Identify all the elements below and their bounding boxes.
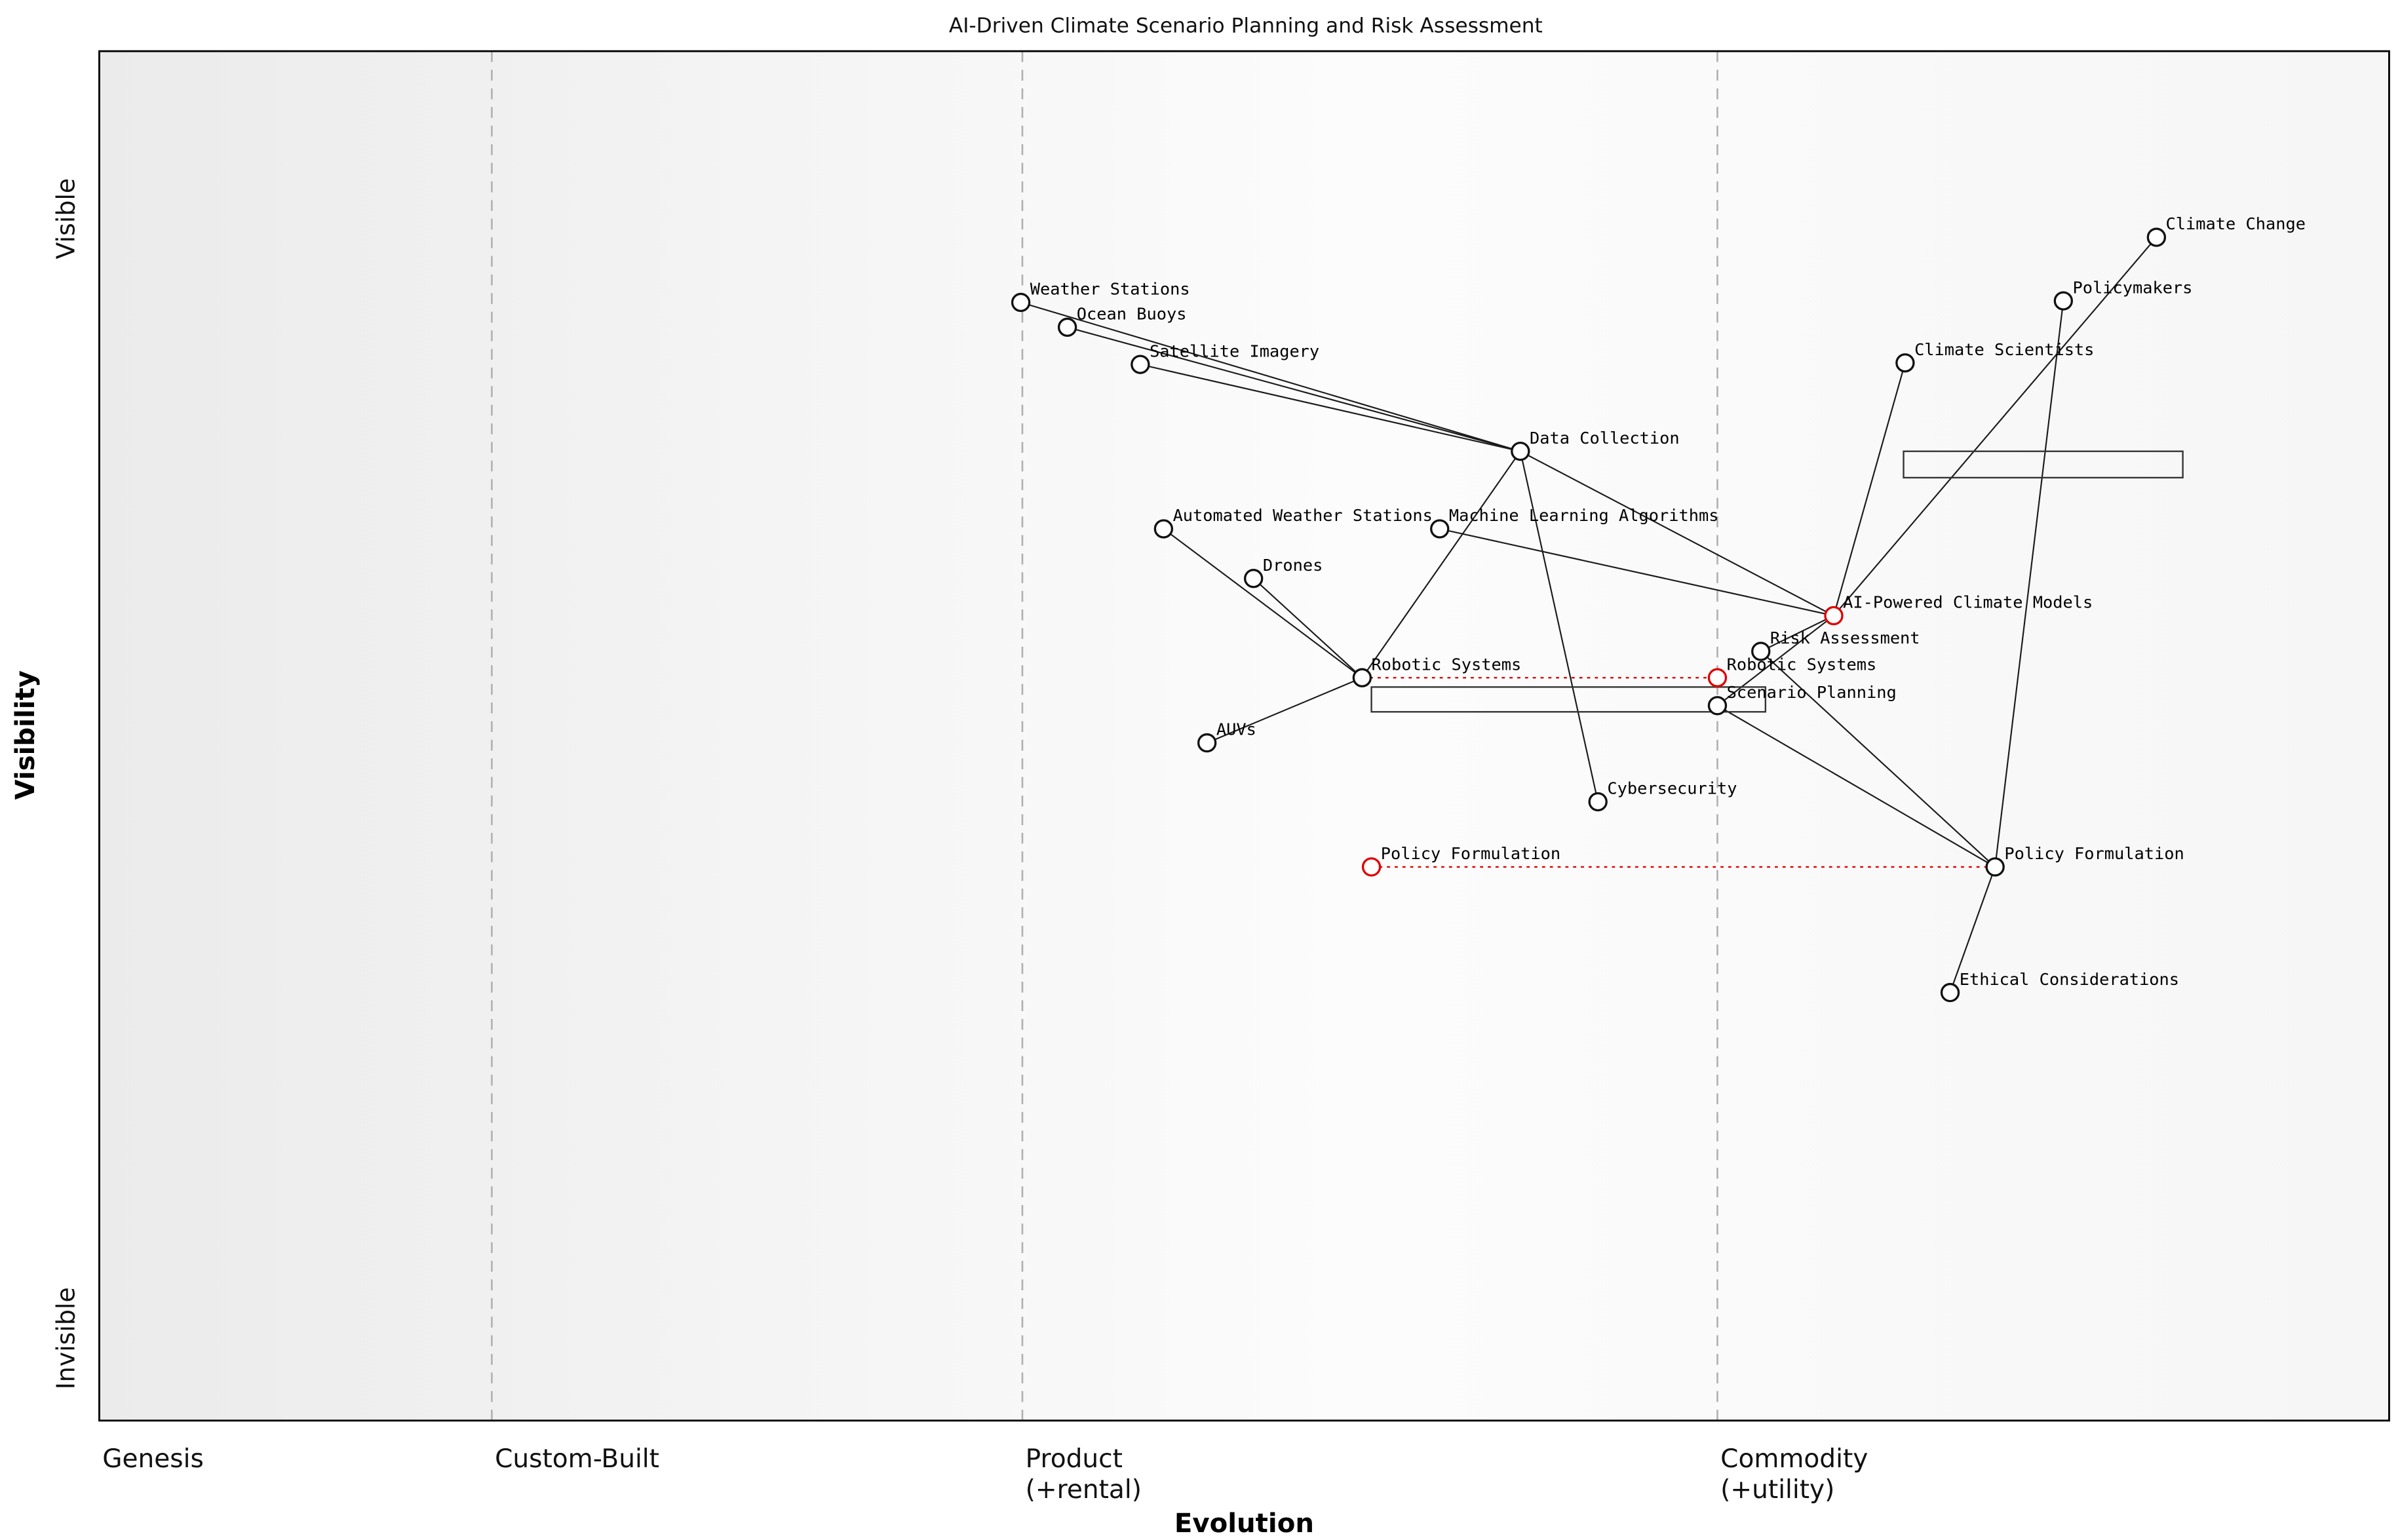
map-node-label-ethical-considerations: Ethical Considerations: [1960, 969, 2179, 989]
ytick-visible: Visible: [52, 178, 81, 260]
pipeline-box-0: [1903, 450, 2184, 479]
map-node-label-cybersecurity: Cybersecurity: [1607, 779, 1737, 798]
map-node-ethical-considerations: [1940, 982, 1960, 1003]
map-node-policymakers: [2053, 291, 2074, 311]
dependency-edge-data-collection--cybersecurity: [1519, 451, 1599, 802]
xtick-product: Product: [1026, 1444, 1123, 1474]
dependency-edge-ai-powered-climate-models--risk-assessment: [1760, 615, 1834, 652]
map-node-ai-powered-climate-models: [1824, 606, 1844, 626]
map-node-label-data-collection: Data Collection: [1530, 428, 1680, 448]
chart-title: AI-Driven Climate Scenario Planning and …: [949, 14, 1543, 38]
pipeline-box-1: [1370, 686, 1767, 713]
dependency-edge-climate-scientists--ai-powered-climate-models: [1832, 362, 1906, 616]
map-node-label-robotic-systems-evolved: Robotic Systems: [1727, 654, 1877, 674]
map-node-ocean-buoys: [1057, 317, 1077, 337]
dependency-edge-data-collection--ai-powered-climate-models: [1520, 450, 1834, 617]
dependency-edge-drones--robotic-systems: [1252, 577, 1363, 678]
xtick-genesis: Genesis: [102, 1444, 204, 1474]
map-node-robotic-systems-evolved: [1707, 668, 1728, 687]
map-node-label-policy-formulation-origin: Policy Formulation: [1381, 843, 1560, 863]
dependency-edge-satellite-imagery--data-collection: [1140, 364, 1521, 452]
map-node-robotic-systems: [1352, 668, 1372, 687]
map-node-climate-change: [2146, 227, 2167, 247]
map-node-label-ocean-buoys: Ocean Buoys: [1077, 304, 1187, 324]
node-labels-layer: Weather Stations Ocean Buoys Satellite Ima…: [1030, 214, 2306, 989]
dependency-edge-auvs--robotic-systems: [1207, 677, 1363, 744]
map-node-scenario-planning: [1707, 696, 1728, 716]
dependency-edge-ai-powered-climate-models--scenario-planning: [1716, 615, 1834, 706]
dependency-edge-robotic-systems--data-collection: [1361, 451, 1521, 678]
map-node-label-machine-learning-algorithms: Machine Learning Algorithms: [1449, 505, 1719, 525]
dependency-edge-policymakers--policy-formulation: [1994, 300, 2064, 868]
map-node-automated-weather-stations: [1153, 519, 1174, 539]
map-node-risk-assessment: [1751, 642, 1771, 661]
map-node-satellite-imagery: [1131, 355, 1150, 374]
gridlines-layer: [491, 51, 1718, 1421]
map-node-label-weather-stations: Weather Stations: [1030, 279, 1190, 299]
dependency-edge-weather-stations--data-collection: [1020, 301, 1521, 452]
dependency-edge-risk-assessment--policy-formulation: [1760, 651, 1996, 868]
x-axis-title: Evolution: [1174, 1509, 1314, 1539]
plot-border: [98, 50, 2390, 1422]
dependency-edge-scenario-planning--policy-formulation: [1716, 704, 1996, 868]
map-node-policy-formulation: [1985, 857, 2005, 877]
map-node-label-climate-scientists: Climate Scientists: [1914, 339, 2094, 359]
map-node-weather-stations: [1011, 292, 1031, 313]
map-node-label-climate-change: Climate Change: [2166, 214, 2306, 233]
map-node-label-policy-formulation: Policy Formulation: [2004, 843, 2184, 863]
xtick-commodity: Commodity: [1720, 1444, 1868, 1474]
map-node-label-drones: Drones: [1263, 555, 1323, 575]
xtick-product-sub: (+rental): [1026, 1475, 1142, 1505]
map-nodes-layer: [1011, 227, 2167, 1003]
dependency-edge-automated-weather-stations--robotic-systems: [1163, 528, 1363, 679]
map-node-climate-scientists: [1895, 353, 1915, 373]
xtick-commodity-sub: (+utility): [1720, 1475, 1834, 1505]
map-node-data-collection: [1511, 441, 1530, 461]
map-node-label-policymakers: Policymakers: [2073, 277, 2193, 297]
dependency-edge-ethical-considerations--policy-formulation: [1949, 866, 1996, 993]
pipeline-boxes-layer: [1370, 450, 2184, 713]
map-node-label-robotic-systems: Robotic Systems: [1372, 654, 1522, 674]
map-node-label-auvs: AUVs: [1216, 720, 1256, 739]
map-node-policy-formulation-origin: [1361, 857, 1382, 877]
map-node-auvs: [1197, 733, 1217, 753]
dependency-edges-layer: [1020, 237, 2158, 993]
map-node-label-scenario-planning: Scenario Planning: [1727, 682, 1897, 702]
y-axis-title: Visibility: [10, 670, 41, 800]
map-node-label-risk-assessment: Risk Assessment: [1770, 628, 1920, 647]
map-node-label-automated-weather-stations: Automated Weather Stations: [1173, 505, 1433, 525]
dependency-edge-climate-change--ai-powered-climate-models: [1833, 237, 2158, 617]
map-node-label-satellite-imagery: Satellite Imagery: [1150, 341, 1319, 360]
ytick-invisible: Invisible: [52, 1287, 81, 1389]
map-node-drones: [1243, 569, 1264, 588]
plot-background: [99, 51, 2390, 1421]
dependency-edge-ocean-buoys--data-collection: [1067, 326, 1521, 452]
dependency-edge-machine-learning-algorithms--ai-powered-climate-models: [1439, 528, 1834, 617]
map-node-machine-learning-algorithms: [1430, 519, 1450, 539]
map-node-cybersecurity: [1588, 792, 1608, 812]
map-node-label-ai-powered-climate-models: AI-Powered Climate Models: [1843, 592, 2093, 612]
xtick-custom-built: Custom-Built: [495, 1444, 659, 1474]
